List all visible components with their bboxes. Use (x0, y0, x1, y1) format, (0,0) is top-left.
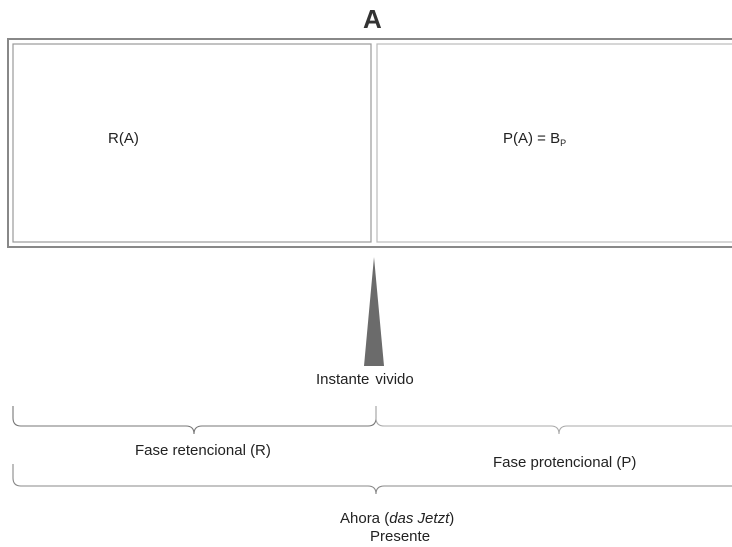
now-brace (12, 464, 732, 495)
protention-box-label-subscript: P (560, 138, 567, 148)
retention-box-label: R(A) (108, 130, 139, 147)
instant-label-word-1: Instante (316, 371, 370, 388)
now-label-prefix: Ahora ( (340, 510, 390, 527)
now-label: Ahora (das Jetzt) (340, 510, 454, 527)
instant-label: Instante vivido (316, 371, 414, 388)
protention-box-label: P(A) = BP (503, 130, 566, 148)
instant-label-word-2: vivido (375, 371, 414, 388)
instant-pointer-triangle (364, 257, 384, 366)
outer-frame (7, 38, 732, 248)
protention-box-label-main: P(A) = B (503, 130, 561, 147)
present-label: Presente (370, 528, 431, 545)
retention-phase-label: Fase retencional (R) (135, 442, 271, 459)
protention-brace (375, 406, 732, 435)
diagram-title: A (363, 4, 382, 34)
now-label-suffix: ) (449, 510, 455, 527)
protention-box (376, 43, 732, 243)
retention-brace (12, 406, 377, 435)
now-label-italic: das Jetzt (389, 510, 450, 527)
retention-box (12, 43, 372, 243)
protention-phase-label: Fase protencional (P) (493, 454, 637, 471)
